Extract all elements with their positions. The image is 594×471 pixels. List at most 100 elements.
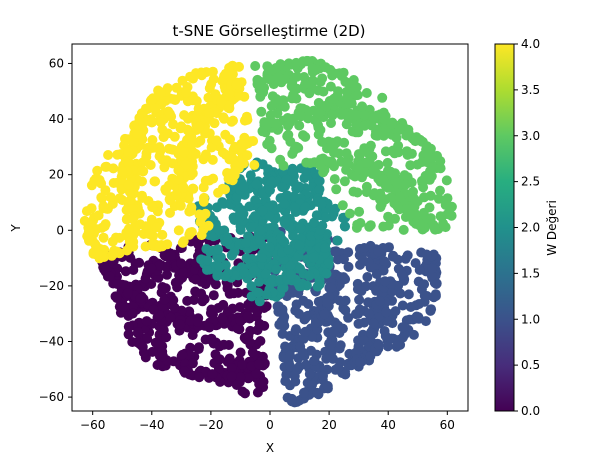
scatter-point	[294, 240, 305, 251]
scatter-point	[250, 61, 261, 71]
scatter-point	[309, 355, 319, 366]
scatter-point	[431, 279, 442, 289]
scatter-point	[138, 117, 149, 128]
x-axis-label: X	[266, 441, 274, 455]
scatter-point	[420, 316, 431, 327]
scatter-point	[216, 97, 226, 108]
scatter-point	[295, 341, 306, 352]
scatter-point	[331, 246, 342, 257]
scatter-point	[433, 193, 444, 204]
scatter-point	[418, 182, 429, 193]
scatter-point	[129, 137, 140, 148]
scatter-point	[419, 279, 430, 290]
scatter-point	[135, 219, 146, 230]
scatter-point	[380, 111, 391, 121]
scatter-point	[120, 280, 131, 291]
scatter-point	[331, 184, 342, 195]
scatter-point	[168, 119, 178, 130]
scatter-point	[128, 265, 139, 275]
scatter-point	[258, 376, 269, 387]
scatter-point	[181, 87, 192, 98]
scatter-point	[286, 393, 297, 404]
colorbar	[494, 43, 515, 412]
scatter-point	[112, 149, 123, 160]
scatter-point	[320, 212, 331, 223]
scatter-point	[275, 154, 286, 165]
scatter-point	[256, 106, 267, 117]
scatter-point	[178, 182, 189, 193]
scatter-point	[407, 188, 418, 199]
scatter-point	[160, 283, 171, 294]
scatter-point	[283, 58, 294, 69]
scatter-point	[196, 70, 207, 81]
scatter-point	[196, 288, 207, 299]
scatter-point	[224, 154, 235, 165]
scatter-point	[108, 249, 119, 260]
scatter-point	[200, 175, 211, 186]
scatter-point	[228, 288, 239, 299]
scatter-point	[410, 218, 421, 229]
scatter-point	[206, 304, 217, 315]
scatter-point	[347, 109, 358, 120]
scatter-point	[186, 131, 197, 142]
scatter-point	[200, 149, 211, 160]
scatter-point	[123, 321, 134, 332]
scatter-point	[206, 333, 217, 344]
scatter-point	[354, 294, 365, 305]
x-tick-label: 0	[266, 418, 274, 432]
scatter-point	[329, 174, 340, 185]
scatter-point	[395, 288, 406, 299]
scatter-point	[211, 135, 222, 146]
scatter-point	[162, 128, 173, 139]
scatter-point	[150, 103, 161, 114]
scatter-point	[244, 337, 255, 348]
scatter-point	[403, 124, 414, 135]
scatter-point	[272, 301, 283, 312]
scatter-point	[264, 210, 275, 221]
scatter-point	[146, 94, 157, 105]
scatter-point	[273, 72, 284, 83]
scatter-point	[249, 265, 260, 276]
colorbar-label: W Değeri	[545, 200, 559, 256]
scatter-point	[177, 266, 188, 277]
scatter-point	[371, 285, 382, 296]
scatter-point	[321, 353, 332, 364]
scatter-point	[194, 209, 205, 220]
scatter-point	[299, 387, 309, 398]
scatter-point	[249, 211, 260, 222]
scatter-point	[257, 126, 268, 137]
scatter-point	[136, 166, 147, 176]
scatter-point	[398, 224, 409, 235]
scatter-point	[339, 176, 350, 187]
scatter-point	[140, 273, 151, 284]
scatter-point	[218, 299, 229, 310]
scatter-point	[271, 264, 282, 275]
scatter-point	[146, 142, 157, 153]
scatter-point	[265, 278, 276, 289]
scatter-point	[294, 120, 305, 131]
scatter-point	[218, 112, 229, 123]
scatter-point	[236, 139, 247, 149]
scatter-point	[194, 372, 205, 383]
scatter-point	[378, 221, 389, 232]
scatter-point	[158, 351, 168, 362]
scatter-point	[123, 223, 134, 234]
scatter-point	[373, 246, 384, 257]
scatter-point	[312, 281, 323, 292]
scatter-point	[245, 170, 256, 181]
scatter-point	[96, 178, 107, 189]
scatter-point	[128, 241, 139, 252]
scatter-point	[224, 174, 235, 185]
scatter-point	[117, 166, 128, 177]
scatter-point	[319, 101, 330, 111]
scatter-point	[255, 336, 266, 346]
scatter-point	[92, 165, 103, 176]
scatter-point	[426, 304, 437, 315]
x-tick-label: 60	[440, 418, 455, 432]
scatter-point	[408, 329, 419, 340]
scatter-point	[323, 258, 334, 269]
scatter-point	[343, 78, 354, 89]
scatter-point	[300, 202, 311, 213]
